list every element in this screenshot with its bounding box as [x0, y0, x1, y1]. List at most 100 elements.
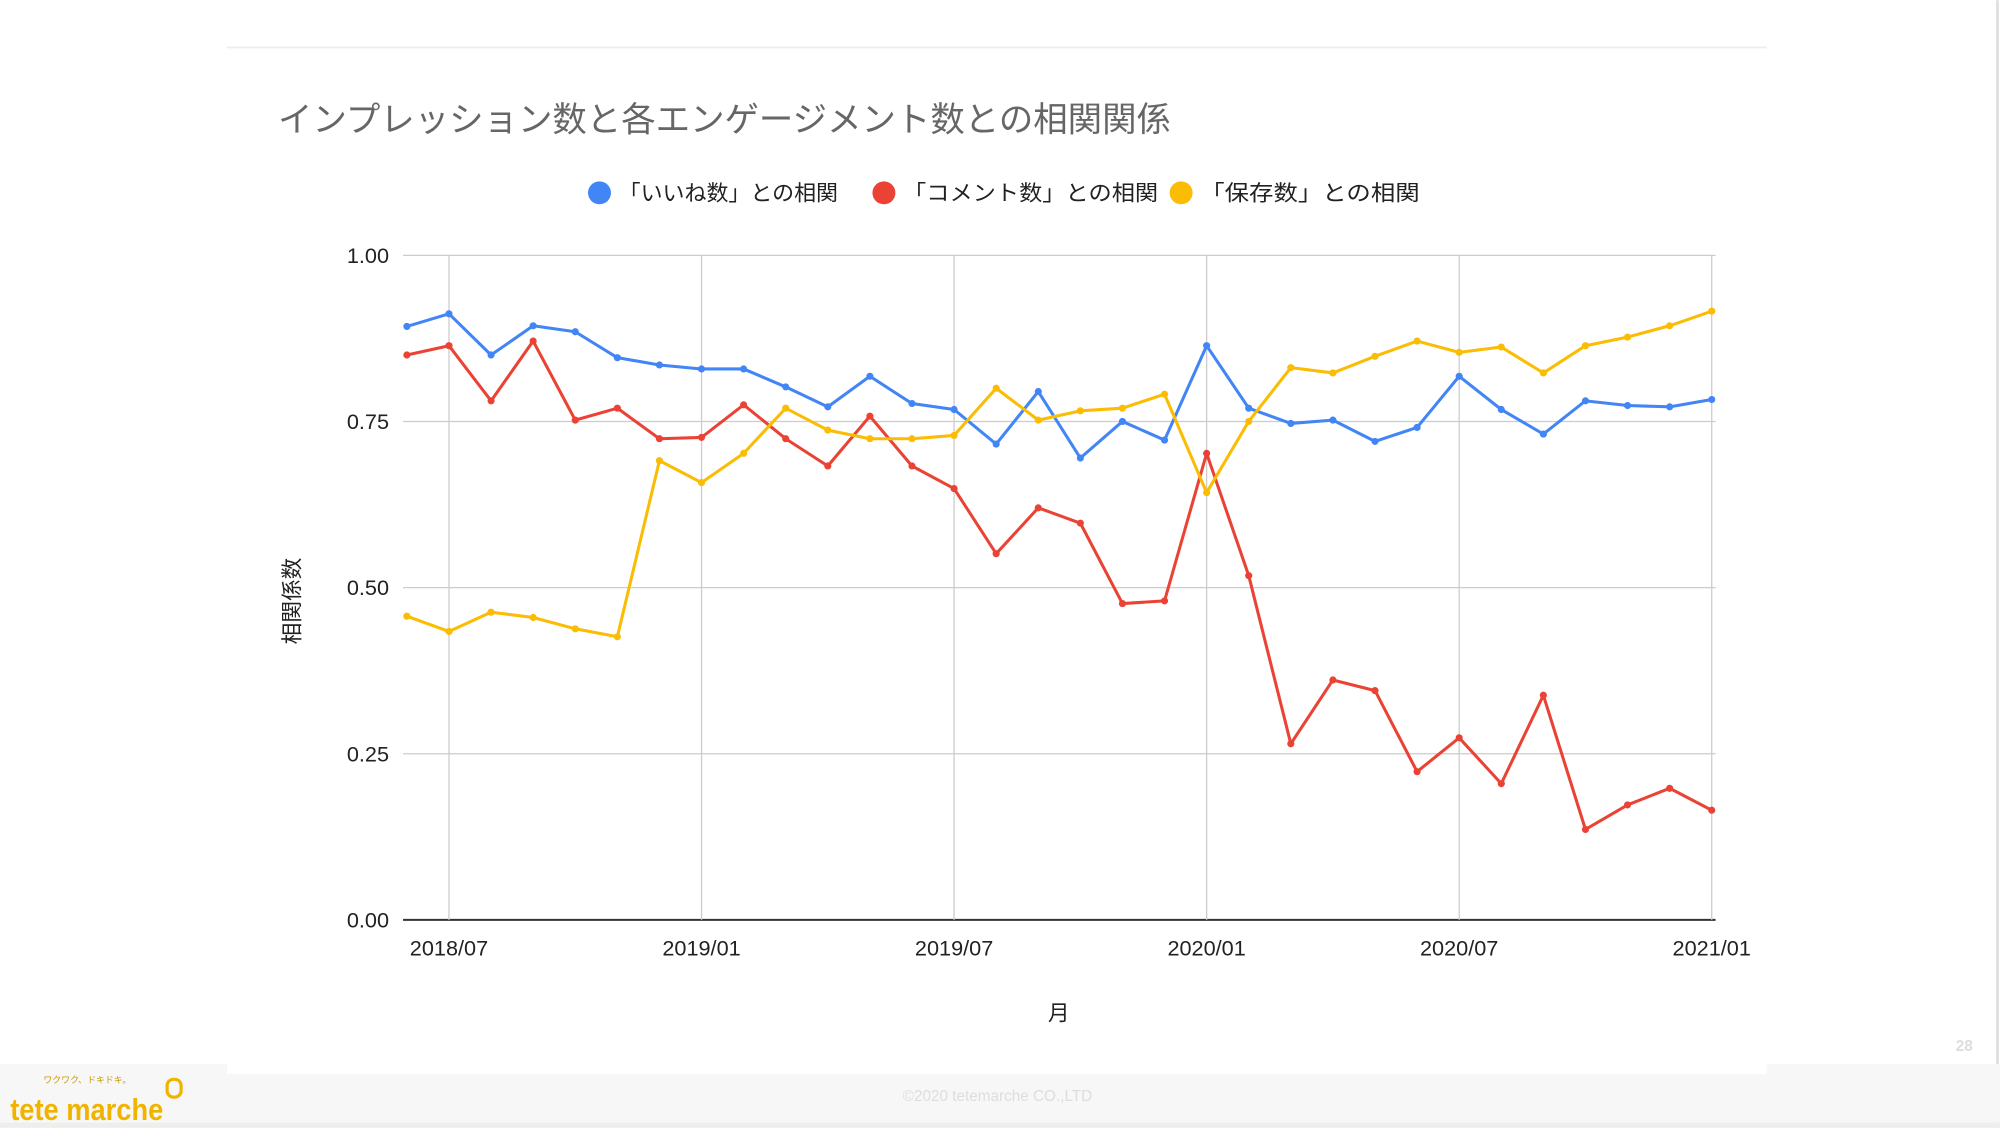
series-lines [403, 307, 1716, 834]
data-point [866, 412, 874, 420]
data-point [1245, 572, 1253, 580]
data-point [782, 435, 790, 443]
data-point [740, 449, 748, 457]
data-point [824, 426, 832, 434]
footer-copyright: ©2020 tetemarche CO.,LTD [903, 1088, 1093, 1105]
data-point [1581, 825, 1590, 834]
data-point [992, 440, 1000, 448]
data-point [1581, 397, 1590, 405]
x-tick-label: 2019/01 [662, 936, 740, 961]
y-tick-label: 0.50 [347, 575, 389, 600]
data-point [740, 365, 748, 373]
data-point [487, 397, 495, 405]
data-point [1203, 488, 1211, 497]
data-point [1287, 740, 1295, 748]
data-point [1666, 784, 1674, 792]
data-point [740, 401, 748, 409]
data-point [1076, 454, 1084, 462]
data-point [1455, 348, 1463, 356]
data-point [1371, 437, 1379, 445]
data-point [655, 457, 664, 465]
data-point [1666, 322, 1674, 330]
data-point [1539, 430, 1547, 438]
data-point [1539, 369, 1547, 377]
data-point [1371, 687, 1379, 695]
x-tick-label: 2018/07 [410, 936, 488, 961]
data-point [866, 435, 874, 443]
series-line [406, 339, 1713, 832]
data-point [992, 550, 1000, 558]
data-point [445, 627, 453, 636]
series-line [406, 312, 1712, 460]
data-point [697, 365, 706, 373]
legend-label: 「いいね数」との相関 [619, 181, 838, 206]
data-point [487, 608, 495, 616]
data-point [697, 479, 706, 487]
data-point [697, 433, 706, 441]
data-point [1497, 405, 1505, 414]
logo-mark [165, 1077, 183, 1099]
data-point [1118, 417, 1127, 426]
data-point [655, 435, 664, 443]
tick-labels: 0.00 0.25 0.50 0.75 1.00 2018/07 2019/01 2019/0… [347, 243, 1751, 961]
data-point [1623, 333, 1632, 341]
y-tick-label: 0.00 [347, 908, 389, 933]
x-tick-label: 2019/07 [915, 936, 993, 961]
data-point [1034, 504, 1042, 512]
data-point [1245, 417, 1253, 426]
series-2 [403, 307, 1716, 641]
data-point [1413, 423, 1421, 432]
data-point [613, 404, 621, 412]
legend-marker [1169, 181, 1193, 205]
data-point [908, 435, 916, 443]
data-point [1413, 768, 1421, 776]
data-point [1623, 801, 1632, 809]
data-point [1623, 401, 1632, 410]
data-point [1034, 416, 1042, 424]
series-0 [403, 310, 1716, 462]
legend-label: 「保存数」との相関 [1200, 181, 1419, 206]
x-tick-label: 2020/07 [1420, 936, 1498, 961]
data-point [950, 405, 958, 414]
data-point [950, 485, 958, 493]
data-point [1455, 372, 1463, 380]
data-point [1076, 407, 1084, 415]
data-point [1160, 597, 1169, 605]
data-point [571, 625, 579, 633]
data-point [571, 328, 579, 336]
data-point [445, 342, 453, 350]
logo-text: tete marche [10, 1093, 163, 1127]
footer-bottom-line [0, 1122, 2000, 1128]
x-tick-label: 2021/01 [1673, 936, 1751, 961]
data-point [1160, 436, 1169, 444]
data-point [403, 612, 411, 620]
data-point [1287, 364, 1295, 372]
logo: ワクワク、ドキドキ。 tete marche [10, 1075, 183, 1127]
data-point [403, 351, 411, 359]
data-point [403, 322, 411, 331]
data-point [1076, 519, 1084, 527]
data-point [1708, 806, 1716, 814]
data-point [950, 431, 958, 439]
data-point [824, 403, 832, 411]
x-tick-label: 2020/01 [1167, 936, 1245, 961]
series-1 [403, 337, 1716, 834]
grid [403, 254, 1716, 921]
data-point [655, 361, 664, 369]
legend-item: 「保存数」との相関 [1169, 181, 1420, 206]
data-point [1329, 676, 1337, 684]
data-point [529, 613, 537, 622]
data-point [1581, 342, 1590, 350]
y-tick-label: 0.25 [347, 741, 389, 766]
data-point [1245, 404, 1253, 412]
data-point [1497, 780, 1505, 788]
series-line [406, 309, 1713, 639]
legend-marker [872, 181, 896, 205]
data-point [1371, 352, 1379, 360]
data-point [1455, 734, 1463, 742]
logo-tagline: ワクワク、ドキドキ。 [43, 1075, 131, 1086]
data-point [1034, 387, 1042, 396]
footer-left-tab [0, 1064, 228, 1077]
